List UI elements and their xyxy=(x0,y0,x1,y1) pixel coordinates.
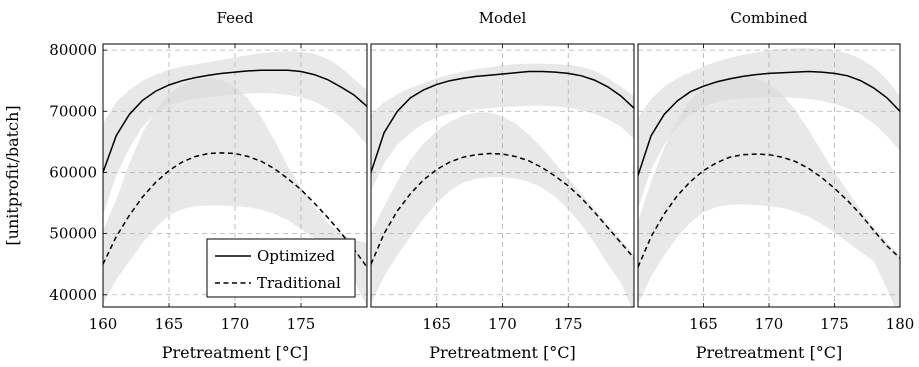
series-line-traditional xyxy=(371,152,634,265)
x-tick-label: 170 xyxy=(755,315,784,333)
panel-3: 165 170 175 180 Combined Pretreatment [°C] xyxy=(637,9,915,362)
x-tick-label: 175 xyxy=(820,315,849,333)
x-tick-label: 170 xyxy=(488,315,517,333)
y-tick-label: 60000 xyxy=(49,163,97,181)
x-tick-label: 175 xyxy=(554,315,583,333)
x-axis-label: Pretreatment [°C] xyxy=(429,343,576,362)
panel-title: Combined xyxy=(730,9,808,27)
y-tick-label: 80000 xyxy=(49,41,97,59)
legend-label: Traditional xyxy=(257,274,341,292)
series-line-optimized xyxy=(103,69,367,173)
panel-2: 165 170 175 Model Pretreatment [°C] xyxy=(370,9,635,362)
series-line-traditional xyxy=(638,153,900,268)
panel-title: Model xyxy=(479,9,527,27)
x-tick-label: 175 xyxy=(287,315,316,333)
x-tick-label: 165 xyxy=(689,315,718,333)
panel-1: 160 165 170 175 40000 50000 60000 70000 80000 Fee… xyxy=(3,9,368,362)
y-tick-label: 70000 xyxy=(49,102,97,120)
x-axis-label: Pretreatment [°C] xyxy=(162,343,309,362)
plot-area xyxy=(638,44,900,307)
legend-box xyxy=(206,238,356,298)
grid xyxy=(638,44,900,307)
band-optimized xyxy=(371,63,634,191)
x-tick-label: 165 xyxy=(422,315,451,333)
legend: Optimized Traditional xyxy=(206,238,356,298)
x-tick-label: 170 xyxy=(221,315,250,333)
y-tick-label: 50000 xyxy=(49,225,97,243)
series-line-optimized xyxy=(371,70,634,173)
x-axis-label: Pretreatment [°C] xyxy=(696,343,843,362)
y-tick-label: 40000 xyxy=(49,286,97,304)
series-line-traditional xyxy=(103,152,367,268)
plot-area xyxy=(371,44,634,307)
series-line-optimized xyxy=(638,70,900,176)
y-axis-label: [unitprofit/batch] xyxy=(3,105,22,245)
x-tick-label: 180 xyxy=(886,315,915,333)
x-tick-label: 160 xyxy=(89,315,118,333)
grid xyxy=(371,44,634,307)
x-tick-label: 165 xyxy=(155,315,184,333)
legend-label: Optimized xyxy=(257,247,336,265)
panel-title: Feed xyxy=(217,9,254,27)
